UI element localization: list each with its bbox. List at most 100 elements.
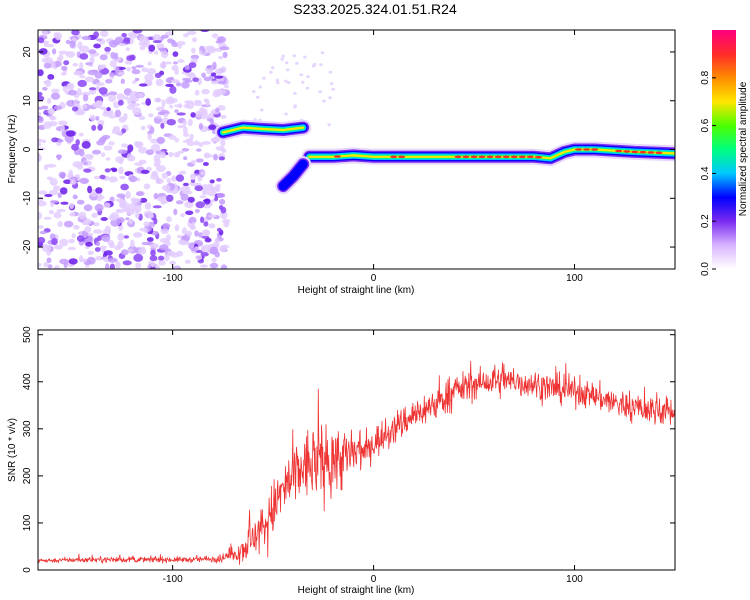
noise-blob [108,141,115,146]
snr-series-line [38,360,675,565]
noise-blob [104,51,111,55]
noise-blob [71,143,79,151]
noise-blob [182,126,188,135]
noise-blob [328,70,333,74]
noise-blob [163,254,170,262]
noise-blob [146,68,157,75]
noise-blob [79,148,85,157]
noise-blob [68,258,78,265]
noise-blob [320,51,325,55]
x-tick-label: -100 [163,574,183,585]
noise-blob [84,154,94,158]
noise-blob [118,166,124,175]
noise-blob [123,37,131,42]
noise-blob [182,120,187,126]
noise-blob [91,124,97,131]
spectrogram-ylabel: Frequency (Hz) [7,115,18,184]
hot-spot [518,155,526,159]
noise-blob [105,79,113,84]
noise-blob [96,197,102,202]
colorbar-tick-label: 0.2 [700,214,711,228]
noise-blob [153,192,159,200]
colorbar: 0.0 0.2 0.4 0.6 0.8 Normalized spectral ampl… [700,30,749,276]
y-tick-label: 100 [22,514,33,531]
hot-spot [333,155,341,158]
noise-blob [38,95,45,102]
noise-blob [208,223,216,229]
noise-blob [176,112,186,116]
noise-blob [59,238,69,247]
noise-blob [38,200,47,207]
noise-blob [140,125,146,131]
figure-title: S233.2025.324.01.51.R24 [293,1,457,17]
noise-blob [299,73,304,77]
noise-blob [69,202,74,210]
noise-blob [219,245,227,252]
noise-blob [161,99,166,108]
noise-blob [150,173,160,180]
noise-blob [87,185,93,194]
noise-blob [63,179,72,184]
noise-blob [65,39,71,45]
noise-blob [184,79,193,83]
noise-blob [202,162,209,166]
noise-blob [318,90,323,94]
noise-blob [184,100,194,104]
spectrogram-xlabel: Height of straight line (km) [298,285,415,296]
noise-blob [200,114,210,120]
noise-blob [83,204,93,212]
hot-spot [462,155,470,159]
noise-blob [131,66,137,70]
noise-blob [56,208,66,213]
noise-blob [79,75,86,79]
noise-blob [65,130,76,137]
noise-blob [81,35,92,41]
noise-blob [150,144,161,152]
noise-blob [38,153,41,162]
noise-blob [110,51,116,59]
noise-blob [38,236,46,244]
noise-blob [208,214,217,218]
noise-blob [175,200,184,205]
noise-blob [165,31,174,36]
noise-blob [178,170,187,175]
x-tick-label: 100 [566,273,583,284]
noise-blob [306,75,310,79]
noise-blob [72,106,79,112]
noise-blob [76,88,82,96]
noise-blob [135,210,140,219]
noise-blob [188,216,197,224]
noise-blob [216,177,222,182]
noise-blob [57,192,62,198]
noise-blob [195,201,205,209]
noise-blob [293,105,297,109]
y-tick-label: 0 [22,567,33,573]
hot-spot [470,155,478,159]
snr-ylabel: SNR (10 * v/v) [7,418,18,482]
noise-blob [121,143,129,148]
noise-blob [51,238,58,246]
noise-blob [190,160,197,165]
noise-blob [46,257,52,264]
noise-blob [138,248,147,255]
noise-blob [209,179,215,184]
noise-blob [160,122,165,129]
noise-blob [105,263,110,269]
noise-blob [38,37,45,44]
noise-blob [58,171,66,178]
noise-blob [180,213,185,218]
noise-blob [118,43,127,47]
noise-blob [163,113,168,118]
noise-blob [43,216,52,220]
noise-blob [76,199,85,205]
noise-blob [164,61,172,65]
noise-blob [71,233,76,239]
noise-blob [184,259,191,264]
noise-blob [109,196,115,203]
noise-blob [118,99,124,106]
noise-blob [131,80,137,84]
noise-blob [85,241,93,247]
noise-blob [105,157,111,161]
noise-blob [211,257,217,263]
colorbar-label: Normalized spectral amplitude [738,81,749,216]
